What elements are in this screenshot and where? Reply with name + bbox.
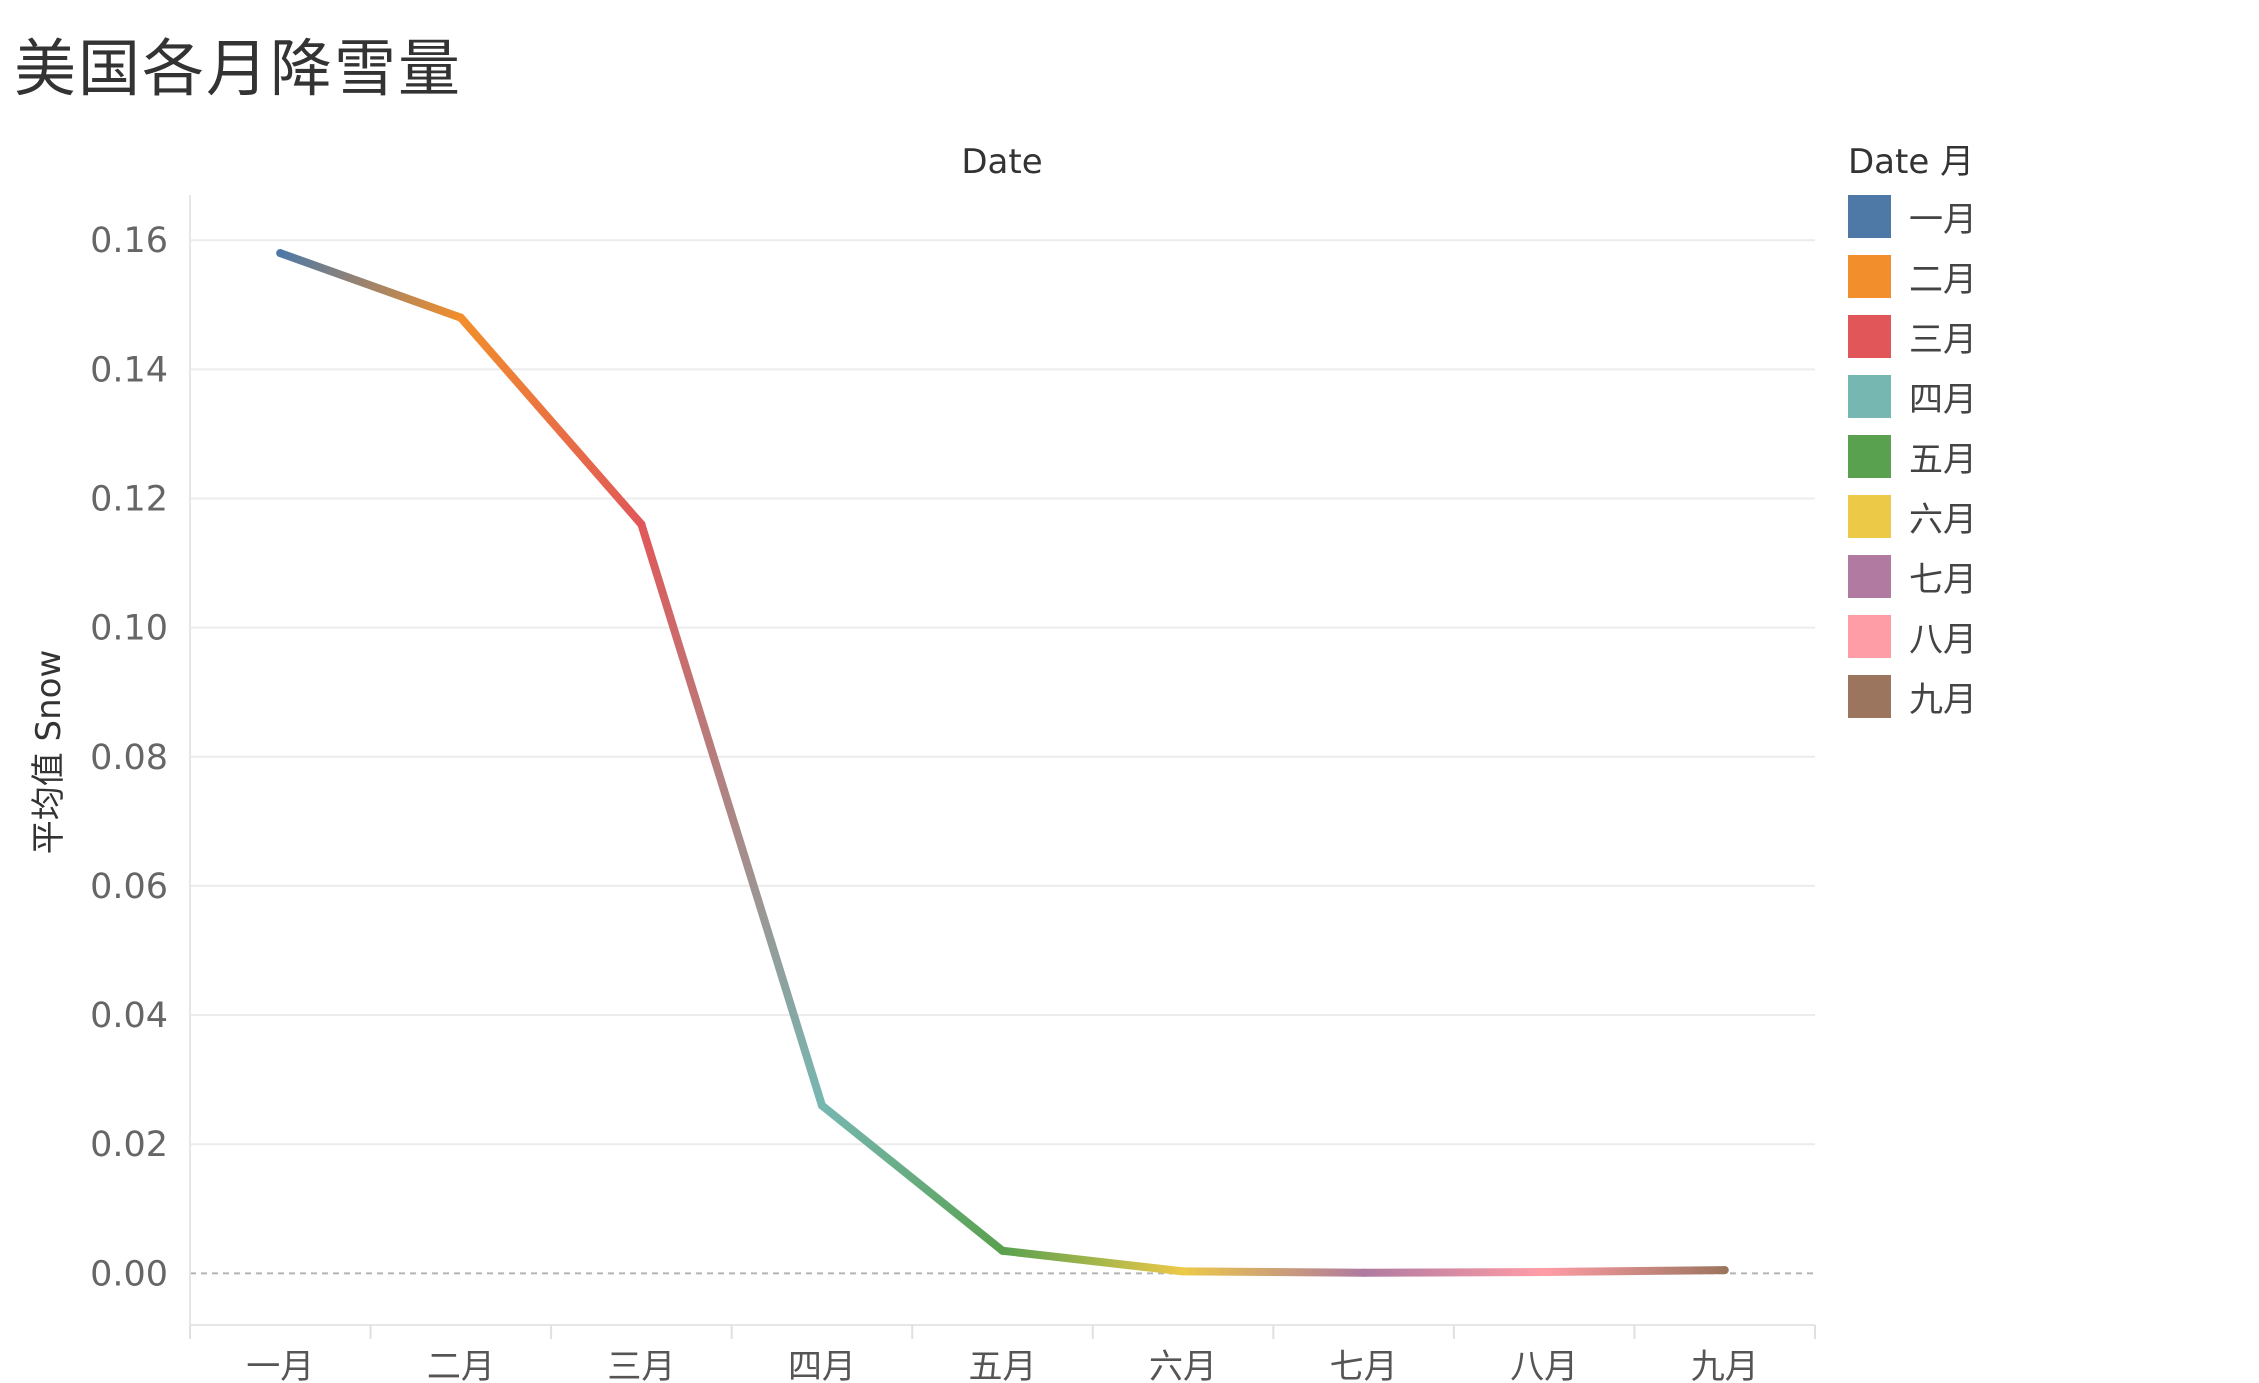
data-point[interactable] [998,1246,1007,1255]
line-segment-5 [998,1246,1188,1276]
line-layer [276,249,1729,1277]
legend-label: 三月 [1909,319,1977,360]
y-tick-label: 0.10 [90,609,168,649]
legend-label: 四月 [1909,379,1977,420]
line-segment-7 [1359,1268,1549,1277]
legend-item[interactable]: 三月 [1848,306,1977,366]
x-axis-title: Date [961,142,1042,182]
data-point[interactable] [1359,1268,1368,1277]
y-tick-label: 0.16 [90,221,168,261]
data-point[interactable] [817,1101,826,1110]
legend-swatch [1848,614,1891,658]
x-tick-label: 九月 [1691,1347,1759,1383]
grid-layer [190,239,1815,1275]
data-point[interactable] [1540,1268,1549,1277]
y-tick-label: 0.12 [90,479,168,519]
legend-item[interactable]: 四月 [1848,366,1977,426]
legend-swatch [1848,434,1891,478]
legend-label: 一月 [1909,199,1977,240]
x-tick-label: 一月 [246,1347,314,1383]
legend-swatch [1848,494,1891,538]
legend-item[interactable]: 一月 [1848,186,1977,246]
legend-item[interactable]: 五月 [1848,426,1977,486]
x-tick-label: 七月 [1330,1347,1398,1383]
y-tick-label: 0.14 [90,350,168,390]
legend-swatch [1848,554,1891,598]
legend-items: 一月二月三月四月五月六月七月八月九月 [1848,186,1977,726]
line-segment-6 [1179,1267,1368,1277]
legend: Date 月 一月二月三月四月五月六月七月八月九月 [1848,138,1977,726]
y-tick-label: 0.08 [90,738,168,778]
y-tick-label: 0.00 [90,1254,168,1294]
legend-swatch [1848,374,1891,418]
legend-item[interactable]: 八月 [1848,606,1977,666]
data-point[interactable] [456,313,465,322]
axis-layer: 0.00 0.02 0.04 0.06 0.08 0.10 0.12 0.14 0.16 一月 二月… [90,195,1816,1383]
line-segment-1 [276,249,465,322]
x-tick-label: 三月 [607,1347,675,1383]
y-tick-label: 0.02 [90,1125,168,1165]
legend-label: 五月 [1909,439,1977,480]
x-tick-label: 四月 [788,1347,856,1383]
legend-item[interactable]: 七月 [1848,546,1977,606]
legend-swatch [1848,674,1891,718]
legend-swatch [1848,194,1891,238]
page-title: 美国各月降雪量 [14,32,463,105]
legend-label: 七月 [1909,559,1977,600]
line-segment-4 [817,1101,1007,1255]
data-point[interactable] [637,520,646,529]
legend-label: 八月 [1909,619,1977,660]
x-tick-label: 五月 [969,1347,1037,1383]
y-tick-label: 0.06 [90,867,168,907]
legend-swatch [1848,254,1891,298]
legend-swatch [1848,314,1891,358]
legend-label: 二月 [1909,259,1977,300]
legend-label: 九月 [1909,679,1977,720]
line-segment-2 [456,313,646,529]
data-point[interactable] [1720,1266,1729,1275]
x-tick-label: 六月 [1149,1347,1217,1383]
legend-label: 六月 [1909,499,1977,540]
y-tick-label: 0.04 [90,996,168,1036]
line-segment-3 [637,520,826,1110]
y-axis-title: 平均值 Snow [29,650,69,855]
data-point[interactable] [276,249,285,258]
legend-item[interactable]: 九月 [1848,666,1977,726]
legend-item[interactable]: 二月 [1848,246,1977,306]
line-segment-8 [1540,1266,1729,1277]
legend-title: Date 月 [1848,142,1975,182]
x-tick-label: 二月 [427,1347,495,1383]
x-tick-label: 八月 [1510,1347,1578,1383]
legend-item[interactable]: 六月 [1848,486,1977,546]
data-point[interactable] [1179,1267,1188,1276]
